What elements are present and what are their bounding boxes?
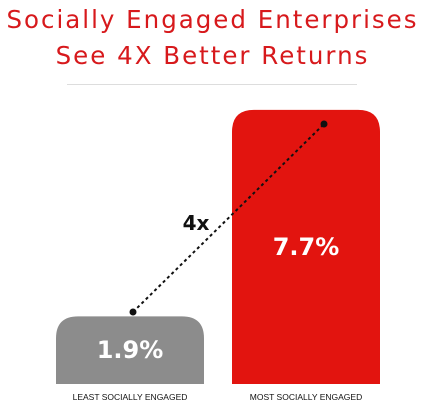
- category-label-least: LEAST SOCIALLY ENGAGED: [73, 392, 188, 402]
- growth-trend-line: [132, 123, 325, 313]
- data-label-least: 1.9%: [97, 336, 164, 364]
- title-divider: [67, 84, 357, 85]
- trend-point-start: [129, 308, 137, 316]
- data-label-most: 7.7%: [273, 233, 340, 261]
- chart-title-line-2: See 4X Better Returns: [55, 41, 370, 70]
- bar-most-socially-engaged: [232, 109, 380, 384]
- multiplier-annotation: 4x: [183, 211, 210, 235]
- chart-title-line-1: Socially Engaged Enterprises: [6, 5, 419, 34]
- category-label-most: MOST SOCIALLY ENGAGED: [250, 392, 362, 402]
- bar-least-socially-engaged: [56, 316, 204, 384]
- trend-point-end: [320, 120, 328, 128]
